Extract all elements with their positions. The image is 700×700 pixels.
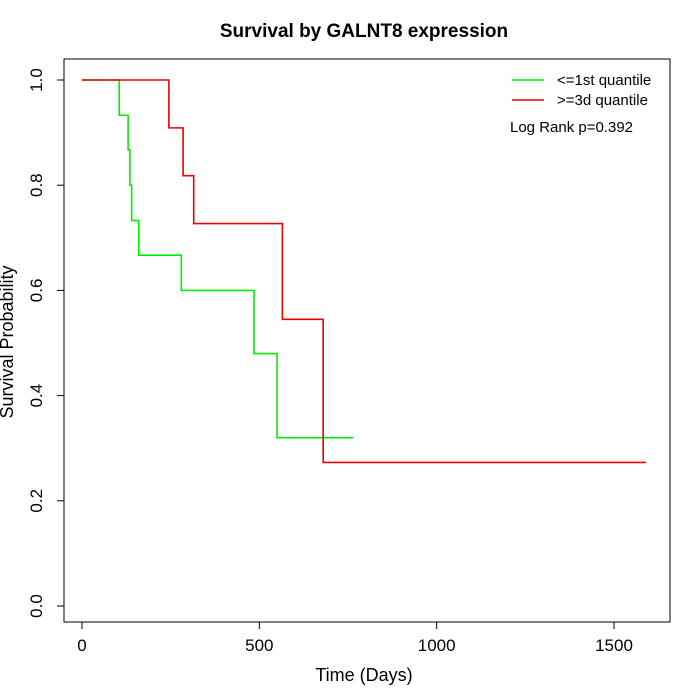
legend-label-0: <=1st quantile [557,72,651,89]
series-line-0 [82,79,354,439]
x-tick-label: 500 [245,636,273,655]
legend-label-1: >=3d quantile [557,92,648,109]
x-axis: 0 500 1000 1500 [77,621,633,655]
x-tick-label: 1500 [595,636,633,655]
chart-title: Survival by GALNT8 expression [220,21,508,42]
x-axis-label: Time (Days) [315,665,412,685]
series-line-1 [82,79,646,464]
logrank-annotation: Log Rank p=0.392 [510,119,633,136]
x-tick-label: 1000 [418,636,456,655]
y-tick-label: 0.8 [27,173,46,197]
y-tick-label: 0.2 [27,489,46,513]
legend: <=1st quantile >=3d quantile [512,72,651,109]
y-axis: 0.0 0.2 0.4 0.6 0.8 1.0 [27,68,65,618]
y-tick-label: 0.0 [27,594,46,618]
x-tick-label: 0 [77,636,86,655]
y-tick-label: 0.6 [27,279,46,303]
y-tick-label: 1.0 [27,68,46,92]
y-axis-label: Survival Probability [0,265,17,418]
series-layer [82,79,646,464]
y-tick-label: 0.4 [27,384,46,408]
plot-frame [63,58,671,623]
